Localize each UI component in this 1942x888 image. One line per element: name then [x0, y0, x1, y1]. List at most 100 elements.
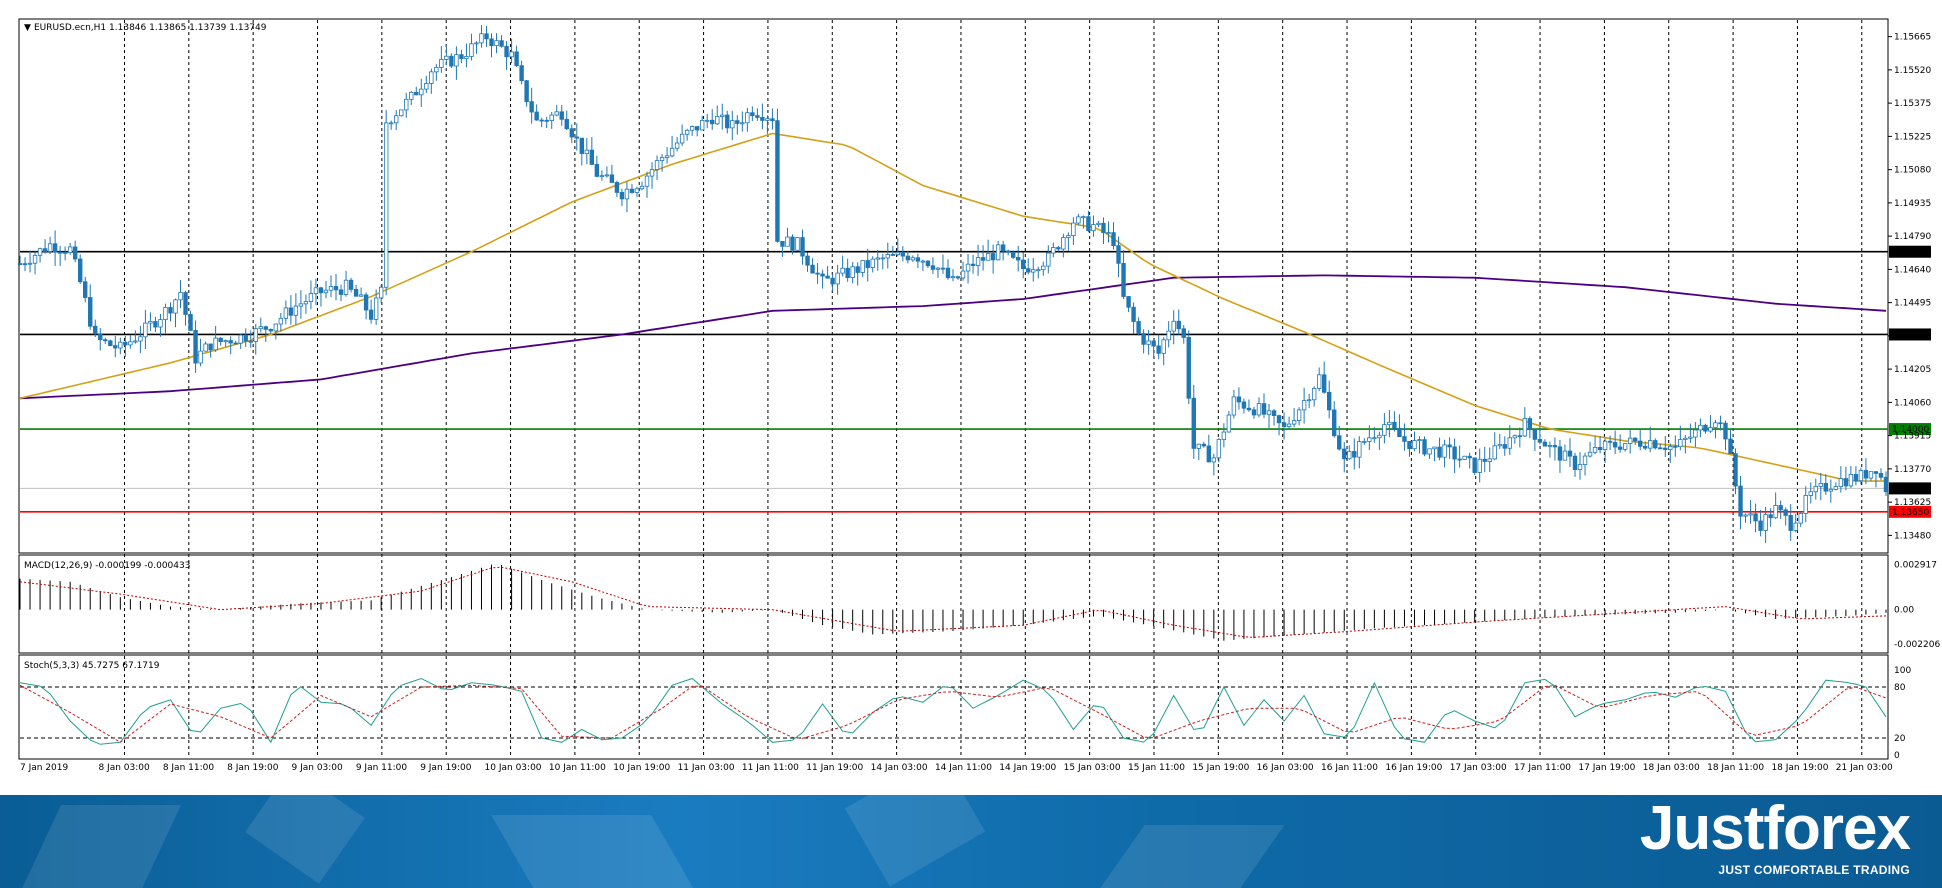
candle-bull [173, 299, 178, 314]
candle-bull [343, 279, 349, 295]
candle-bull [298, 303, 304, 307]
candle-bull [689, 126, 695, 131]
candle-bear [1557, 446, 1563, 461]
candle-bear [1321, 374, 1327, 393]
candle-bear [589, 149, 595, 165]
candle-bull [1848, 474, 1854, 487]
candle-bull [394, 115, 399, 124]
candle-bear [855, 266, 860, 273]
candle-bear [1617, 446, 1623, 450]
candle-bull [1096, 222, 1101, 225]
candle-bull [870, 258, 875, 268]
price-levels: 1.14750 1.14400 1.14000 1.13650 1.13749 [20, 245, 1931, 518]
candle-bear [449, 55, 454, 67]
candle-bear [1236, 396, 1242, 403]
candle-bull [604, 174, 610, 177]
candle-bear [103, 339, 108, 342]
stoch-tick-label: 0 [1894, 751, 1900, 761]
stoch-label: Stoch(5,3,3) 45.7275 67.1719 [24, 661, 160, 671]
candle-bull [143, 322, 148, 338]
candle-bull [1693, 429, 1698, 438]
candle-bear [499, 40, 504, 47]
time-label: 16 Jan 03:00 [1257, 763, 1314, 773]
candle-bull [935, 267, 941, 270]
candle-bear [1768, 514, 1773, 519]
candle-bull [649, 169, 655, 177]
candle-bull [765, 118, 770, 121]
candle-bull [549, 114, 554, 121]
candle-bear [1663, 447, 1668, 450]
candle-bull [1412, 440, 1417, 450]
candle-bear [1703, 424, 1708, 432]
candle-bull [1683, 437, 1688, 440]
candle-bull [1592, 446, 1598, 453]
candle-bull [895, 251, 901, 255]
candle-bear [800, 237, 805, 257]
candle-bear [1452, 446, 1457, 460]
candle-bear [1241, 401, 1247, 409]
candle-bull [373, 297, 379, 320]
candle-bear [900, 251, 906, 257]
candle-bull [995, 244, 1001, 261]
macd-indicator: 0.002917 0.00 -0.002206 [19, 560, 1940, 650]
candle-bear [1783, 509, 1788, 516]
stoch-indicator: 100 80 20 0 [19, 666, 1911, 761]
candle-bear [1778, 505, 1783, 511]
moving-averages [19, 132, 1887, 482]
candle-bull [1161, 339, 1166, 354]
candle-bull [1602, 440, 1608, 451]
candle-bear [1021, 259, 1026, 270]
candle-bear [83, 281, 88, 298]
candle-bear [1542, 441, 1548, 447]
candle-bull [439, 59, 444, 68]
price-tick-label: 1.15225 [1894, 132, 1931, 142]
time-label: 15 Jan 03:00 [1064, 763, 1121, 773]
candle-bull [885, 254, 890, 259]
candle-bear [1728, 438, 1733, 455]
candle-bull [1316, 374, 1322, 389]
candle-bear [810, 264, 815, 274]
candle-bear [1632, 437, 1638, 442]
candle-bear [1000, 244, 1006, 252]
candle-bull [1347, 451, 1352, 460]
candle-bear [1116, 245, 1121, 264]
time-label: 18 Jan 11:00 [1707, 763, 1764, 773]
price-tick-label: 1.14640 [1894, 265, 1931, 275]
time-label: 11 Jan 11:00 [742, 763, 799, 773]
candle-bear [574, 136, 579, 139]
candle-bear [945, 267, 951, 279]
time-label: 18 Jan 03:00 [1643, 763, 1700, 773]
candle-bull [37, 248, 43, 256]
candle-bull [1547, 445, 1553, 447]
time-label: 9 Jan 03:00 [292, 763, 344, 773]
time-label: 11 Jan 03:00 [678, 763, 735, 773]
candle-bull [1051, 247, 1056, 254]
candle-bear [569, 128, 574, 138]
symbol-header-arrow[interactable]: ▼ [24, 23, 31, 33]
candle-bull [699, 119, 705, 131]
candle-bull [1266, 410, 1272, 415]
candle-bull [835, 272, 840, 285]
candle-bull [1231, 396, 1237, 416]
candle-bear [1281, 422, 1287, 427]
candle-bull [238, 334, 243, 344]
candle-bear [760, 117, 765, 121]
candle-bear [288, 307, 294, 316]
brand-logo[interactable]: Justforex JUST COMFORTABLE TRADING [1640, 797, 1911, 878]
candle-bull [424, 83, 429, 90]
candle-bear [108, 340, 113, 346]
price-tick-label: 1.14350 [1894, 332, 1931, 342]
candle-bear [1136, 321, 1141, 334]
candle-bear [318, 287, 324, 294]
candle-bear [534, 111, 539, 121]
candle-bear [524, 80, 529, 103]
candle-bear [1026, 268, 1031, 273]
candle-bull [1622, 443, 1628, 450]
candle-bear [1482, 458, 1487, 462]
candle-bear [333, 286, 339, 291]
candle-bear [1753, 513, 1758, 522]
candle-bear [22, 263, 28, 266]
candle-bear [1788, 515, 1793, 531]
candle-bear [233, 342, 238, 345]
candle-bull [715, 116, 720, 125]
